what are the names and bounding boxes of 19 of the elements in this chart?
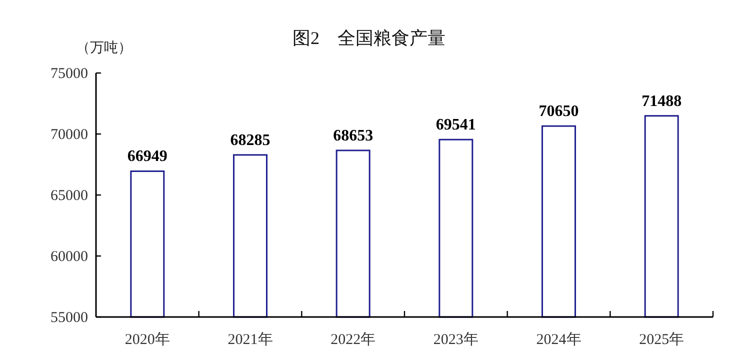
x-tick-label: 2021年 — [228, 331, 273, 348]
data-label: 70650 — [538, 103, 579, 120]
x-tick-label: 2023年 — [433, 331, 478, 348]
y-tick-label: 70000 — [50, 127, 88, 143]
y-tick-label: 60000 — [50, 249, 88, 265]
data-label: 68653 — [333, 127, 374, 144]
y-tick-label: 55000 — [50, 310, 88, 326]
x-tick-label: 2024年 — [536, 331, 582, 348]
x-tick-label: 2022年 — [330, 331, 376, 348]
data-label: 68285 — [230, 132, 270, 149]
y-tick-label: 75000 — [50, 66, 88, 82]
y-tick-label: 65000 — [50, 188, 88, 204]
data-label: 66949 — [127, 148, 168, 166]
chart-title: 图2 全国粮食产量 — [292, 28, 446, 48]
data-label: 69541 — [436, 116, 476, 134]
data-label: 71488 — [642, 92, 682, 110]
y-axis-title: （万吨） — [76, 40, 132, 56]
x-tick-label: 2020年 — [124, 331, 170, 348]
x-tick-label: 2025年 — [639, 331, 684, 348]
